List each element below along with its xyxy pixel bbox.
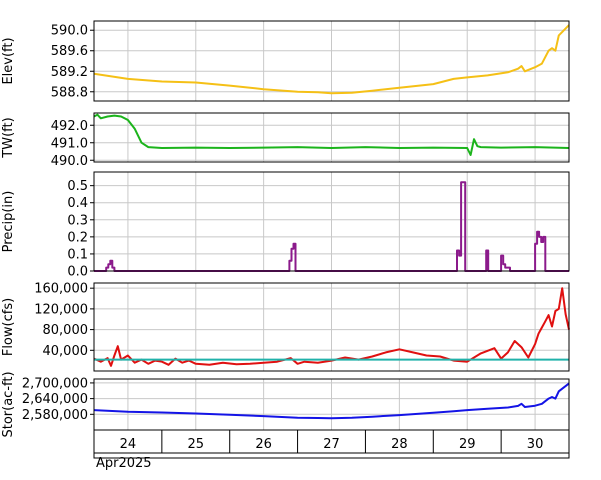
precip-axis-label: Precip(in) bbox=[1, 191, 16, 253]
precip-ytick-label: 0.5 bbox=[67, 179, 88, 194]
day-label: 25 bbox=[188, 437, 205, 452]
stor-series-line bbox=[93, 382, 570, 420]
elev-panel: 588.8 589.2 589.6 590.0 Elev(ft) bbox=[1, 20, 570, 102]
flow-ytick-label: 120,000 bbox=[34, 302, 88, 317]
flow-frame bbox=[93, 282, 570, 372]
month-label: Apr2025 bbox=[96, 456, 152, 471]
precip-ytick-label: 0.4 bbox=[67, 196, 88, 211]
flow-panel: 40,000 80,000 120,000 160,000 Flow(cfs) bbox=[1, 282, 570, 372]
day-label: 26 bbox=[255, 437, 272, 452]
tw-series-line bbox=[93, 113, 570, 156]
precip-frame bbox=[93, 171, 570, 272]
stor-ytick-label: 2,580,000 bbox=[22, 408, 88, 423]
precip-ytick-label: 0.2 bbox=[67, 230, 88, 245]
day-label: 27 bbox=[323, 437, 340, 452]
tw-ytick-label: 490.0 bbox=[51, 154, 88, 169]
flow-axis-label: Flow(cfs) bbox=[1, 298, 16, 356]
precip-ytick-label: 0.3 bbox=[67, 213, 88, 228]
elev-ytick-label: 590.0 bbox=[51, 24, 88, 39]
day-label: 29 bbox=[459, 437, 476, 452]
date-axis: 24 25 26 27 28 29 30 Apr2025 bbox=[93, 429, 570, 471]
flow-ytick-label: 80,000 bbox=[43, 323, 89, 338]
precip-panel: 0.0 0.1 0.2 0.3 0.4 0.5 Precip(in) bbox=[1, 171, 570, 280]
date-axis-frame bbox=[93, 429, 570, 459]
tw-ytick-label: 491.0 bbox=[51, 136, 88, 151]
stor-ytick-label: 2,700,000 bbox=[22, 376, 88, 391]
tw-ytick-label: 492.0 bbox=[51, 119, 88, 134]
day-label: 30 bbox=[527, 437, 544, 452]
tw-panel: 490.0 491.0 492.0 TW(ft) bbox=[1, 112, 570, 169]
stor-ytick-label: 2,640,000 bbox=[22, 392, 88, 407]
elev-series-line bbox=[93, 24, 570, 95]
elev-ytick-label: 589.6 bbox=[51, 44, 88, 59]
precip-ytick-label: 0.1 bbox=[67, 247, 88, 262]
elev-axis-label: Elev(ft) bbox=[1, 37, 16, 84]
elev-ytick-label: 588.8 bbox=[51, 85, 88, 100]
stor-axis-label: Stor(ac-ft) bbox=[1, 371, 16, 437]
flow-ytick-label: 40,000 bbox=[43, 344, 89, 359]
precip-ytick-label: 0.0 bbox=[67, 265, 88, 280]
elev-frame bbox=[93, 20, 570, 102]
elev-ytick-label: 589.2 bbox=[51, 65, 88, 80]
day-label: 24 bbox=[120, 437, 137, 452]
tw-axis-label: TW(ft) bbox=[1, 117, 16, 158]
flow-ytick-label: 160,000 bbox=[34, 282, 88, 297]
tw-frame bbox=[93, 112, 570, 163]
day-label: 28 bbox=[391, 437, 408, 452]
